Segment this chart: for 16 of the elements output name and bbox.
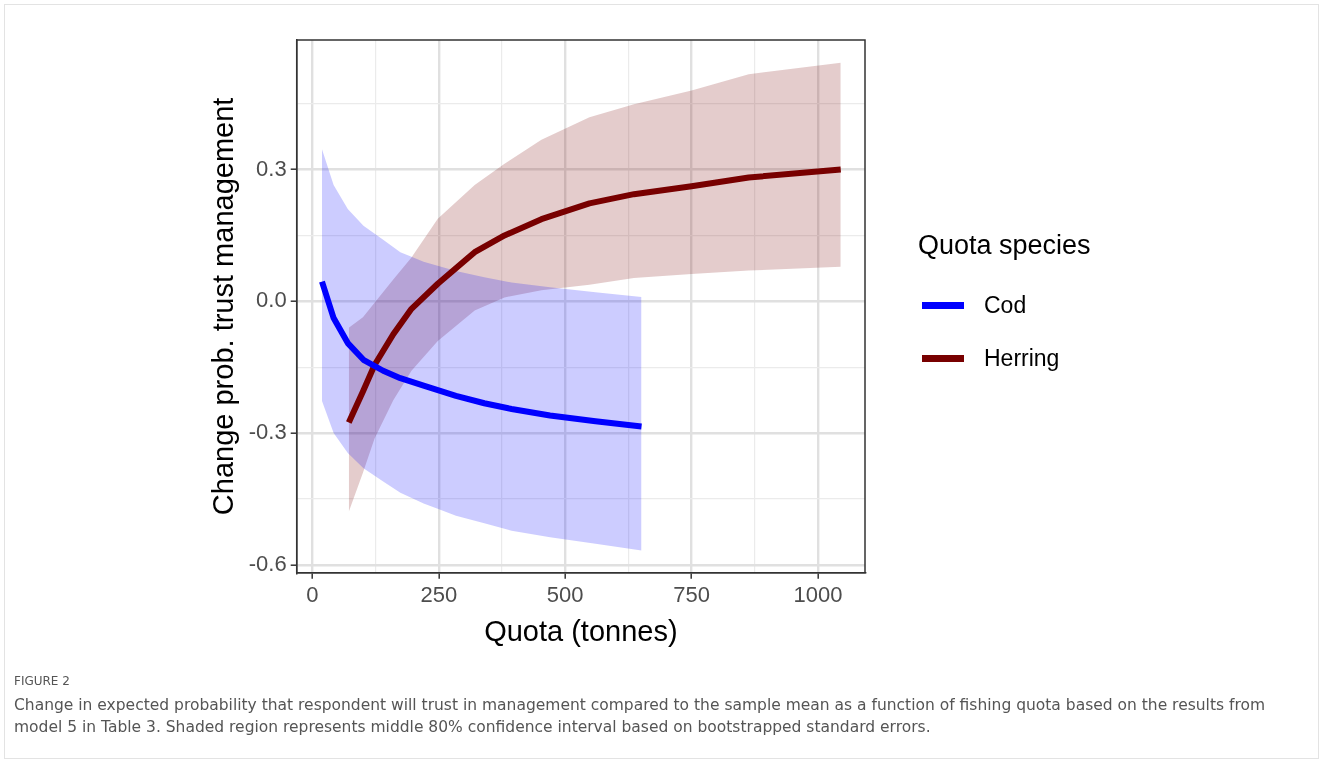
legend-title: Quota species bbox=[918, 230, 1091, 261]
caption: FIGURE 2 bbox=[14, 674, 70, 688]
text: Change in expected probability that respondent will trust in management compared to the sample mean as a function of fishing quota based on the results from model 5 in Table 3. Shaded region represents middle 80% confidence interval based on bootstrapped standard errors. bbox=[14, 695, 1267, 738]
y-tick-label: -0.6 bbox=[248, 550, 287, 576]
y-tick-label: 0.3 bbox=[256, 155, 287, 181]
x-tick-label: 500 bbox=[546, 582, 584, 608]
y-axis-title: Change prob. trust management bbox=[207, 97, 240, 516]
x-tick-label: 1000 bbox=[793, 582, 843, 608]
x-tick-label: 0 bbox=[306, 582, 319, 608]
legend-label: Herring bbox=[984, 345, 1060, 372]
x-tick-label: 250 bbox=[420, 582, 458, 608]
y-tick-label: 0.0 bbox=[256, 287, 287, 313]
legend-label: Cod bbox=[984, 292, 1027, 319]
y-tick-label: -0.3 bbox=[248, 419, 287, 445]
x-axis-title: Quota (tonnes) bbox=[484, 614, 678, 647]
x-tick-label: 750 bbox=[673, 582, 710, 608]
